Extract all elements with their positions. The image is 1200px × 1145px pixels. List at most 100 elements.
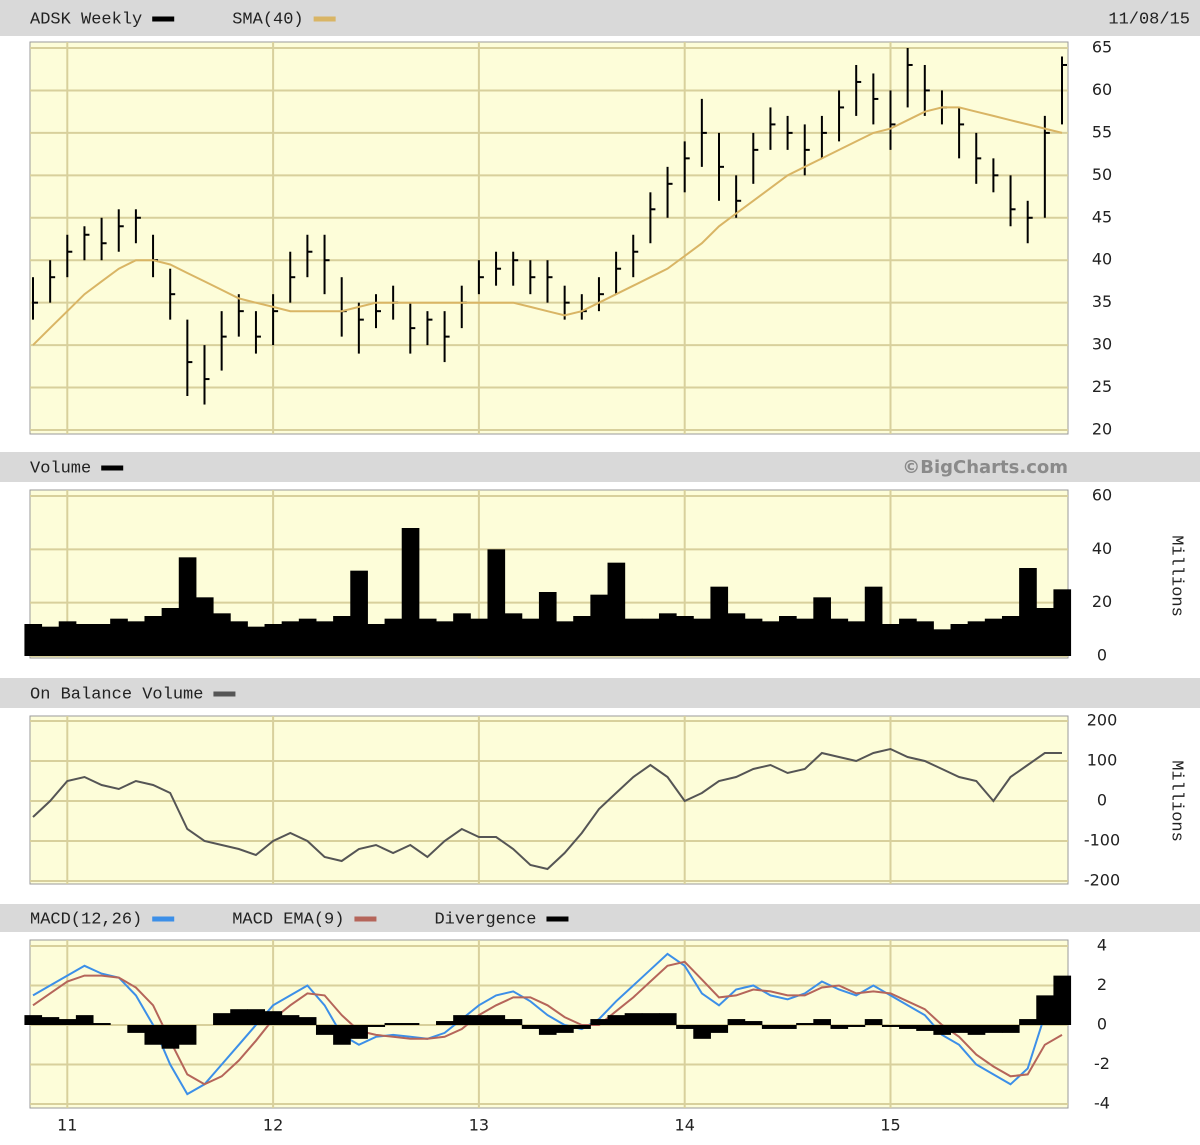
bar bbox=[676, 616, 694, 656]
bar bbox=[744, 1021, 763, 1025]
bar bbox=[916, 621, 934, 656]
bar bbox=[899, 1025, 917, 1029]
bar bbox=[556, 1025, 574, 1033]
x-tick-label: 14 bbox=[675, 1116, 695, 1135]
bar bbox=[916, 1025, 934, 1031]
bar bbox=[298, 618, 317, 656]
bar bbox=[418, 618, 437, 656]
bar bbox=[658, 613, 677, 656]
bar bbox=[453, 613, 471, 656]
bar bbox=[504, 1019, 523, 1025]
bar bbox=[195, 597, 214, 656]
legend-label: MACD EMA(9) bbox=[232, 910, 344, 929]
bar bbox=[590, 1019, 609, 1025]
bar bbox=[796, 618, 814, 656]
x-tick-label: 13 bbox=[469, 1116, 489, 1135]
y-tick-label: 2 bbox=[1097, 975, 1107, 994]
bar bbox=[213, 613, 231, 656]
bar bbox=[470, 1015, 488, 1025]
panel-header bbox=[0, 904, 1200, 932]
bar bbox=[230, 621, 248, 656]
y-tick-label: 100 bbox=[1087, 751, 1118, 770]
y-axis-label: Millions bbox=[1167, 535, 1186, 617]
bar bbox=[779, 616, 797, 656]
bar bbox=[1019, 568, 1037, 656]
bar bbox=[384, 1023, 403, 1025]
y-tick-label: -100 bbox=[1084, 831, 1120, 850]
bar bbox=[796, 1023, 814, 1025]
y-tick-label: 0 bbox=[1097, 1015, 1107, 1034]
bar bbox=[1036, 608, 1054, 656]
bar bbox=[556, 621, 574, 656]
bar bbox=[470, 618, 488, 656]
bar bbox=[504, 613, 523, 656]
bar bbox=[144, 616, 163, 656]
y-tick-label: 0 bbox=[1097, 791, 1107, 810]
bar bbox=[384, 618, 403, 656]
bar bbox=[487, 1015, 506, 1025]
y-axis-label: Millions bbox=[1167, 760, 1186, 842]
bar bbox=[75, 624, 94, 656]
bar bbox=[967, 1025, 986, 1035]
legend-label: On Balance Volume bbox=[30, 685, 203, 704]
bar bbox=[899, 618, 917, 656]
bar bbox=[58, 621, 77, 656]
bar bbox=[178, 1025, 197, 1045]
bar bbox=[710, 1025, 729, 1033]
bar bbox=[590, 594, 609, 656]
bar bbox=[93, 1023, 111, 1025]
bar bbox=[144, 1025, 163, 1045]
bar bbox=[1053, 589, 1072, 656]
bar bbox=[950, 624, 969, 656]
bar bbox=[521, 1025, 540, 1029]
watermark: ©BigCharts.com bbox=[902, 457, 1068, 478]
y-tick-label: 25 bbox=[1092, 377, 1112, 396]
y-tick-label: 20 bbox=[1092, 420, 1112, 439]
bar bbox=[933, 1025, 952, 1035]
bar bbox=[24, 624, 43, 656]
panel-header bbox=[0, 452, 1200, 482]
bar bbox=[676, 1025, 694, 1029]
bar bbox=[607, 562, 626, 656]
bar bbox=[401, 528, 420, 656]
bar bbox=[350, 1025, 368, 1039]
y-tick-label: 50 bbox=[1092, 165, 1112, 184]
y-tick-label: 45 bbox=[1092, 207, 1112, 226]
bar bbox=[213, 1013, 231, 1025]
legend-label: Divergence bbox=[434, 910, 536, 929]
bar bbox=[127, 1025, 145, 1033]
y-tick-label: -4 bbox=[1094, 1094, 1110, 1113]
bar bbox=[761, 1025, 780, 1029]
bar bbox=[350, 570, 368, 656]
bar bbox=[1036, 995, 1054, 1025]
bar bbox=[779, 1025, 797, 1029]
series-line bbox=[32, 747, 1062, 871]
bar bbox=[281, 1015, 300, 1025]
bar bbox=[178, 557, 197, 656]
bar bbox=[333, 1025, 351, 1045]
bar bbox=[813, 1019, 831, 1025]
bar bbox=[436, 1021, 454, 1025]
bar bbox=[315, 1025, 334, 1035]
x-tick-label: 12 bbox=[263, 1116, 283, 1135]
plot-area bbox=[29, 41, 1069, 435]
bar bbox=[864, 1019, 883, 1025]
bar bbox=[864, 586, 883, 656]
bar bbox=[881, 1025, 900, 1027]
bar bbox=[58, 1019, 77, 1025]
bar bbox=[367, 624, 386, 656]
y-tick-label: 40 bbox=[1092, 539, 1112, 558]
y-tick-label: 200 bbox=[1087, 711, 1118, 730]
y-tick-label: 4 bbox=[1097, 936, 1107, 955]
y-tick-label: 65 bbox=[1092, 38, 1112, 57]
bar bbox=[315, 621, 334, 656]
bar bbox=[264, 624, 283, 656]
bar bbox=[161, 608, 180, 656]
x-tick-label: 11 bbox=[57, 1116, 77, 1135]
bar bbox=[93, 624, 111, 656]
bar bbox=[847, 1025, 866, 1027]
y-tick-label: -200 bbox=[1084, 871, 1120, 890]
bar bbox=[727, 1019, 746, 1025]
y-tick-label: 35 bbox=[1092, 292, 1112, 311]
